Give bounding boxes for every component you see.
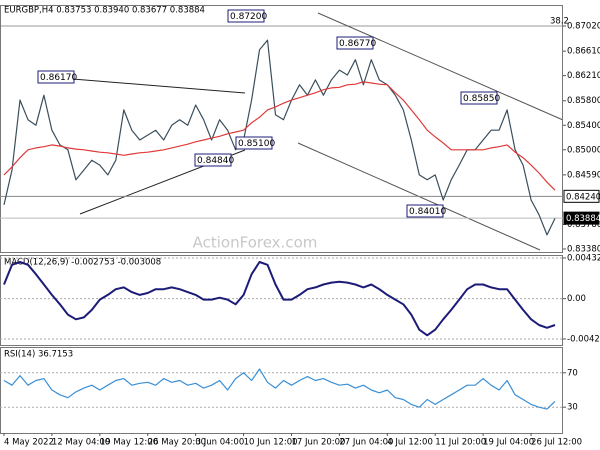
y-tick-label: 0.83380: [567, 244, 600, 254]
chart-title: MACD(12,26,9) -0.002753 -0.003008: [4, 258, 161, 268]
x-tick-label: 26 May 20:00: [148, 438, 206, 448]
x-tick-label: 12 May 04:00: [52, 438, 110, 448]
series-line: [3, 81, 556, 191]
x-tick-label: 17 Jun 20:00: [291, 438, 345, 448]
panel-frame: [0, 347, 563, 434]
level-label: 0.84240: [566, 192, 600, 202]
annotation: 0.84840: [197, 156, 234, 166]
annotation: 0.85100: [238, 139, 275, 149]
annotation-box: [336, 36, 374, 50]
series-line: [3, 261, 556, 337]
annotation-box: [227, 9, 265, 23]
channel-line: [317, 12, 564, 121]
y-tick-label: 0.84590: [567, 170, 600, 180]
level-label: 0.83884: [566, 214, 600, 224]
panel-frame: [0, 255, 563, 346]
panel-frame: [0, 5, 563, 253]
x-tick-label: 11 Jul 20:00: [435, 438, 486, 448]
fib-label: 38.2: [550, 17, 569, 27]
annotation-box: [460, 91, 498, 105]
annotation: 0.84010: [409, 207, 446, 217]
y-tick-label: 0.85000: [567, 145, 600, 155]
y-tick-label: 30: [567, 403, 578, 413]
x-tick-label: 26 Jul 12:00: [531, 438, 582, 448]
x-tick-label: 19 May 12:00: [100, 438, 158, 448]
annotation: 0.86770: [339, 39, 376, 49]
trend-line: [47, 76, 246, 94]
y-tick-label: 0.00: [567, 294, 586, 304]
annotations: 0.86170 0.87200 0.86770 0.85850 0.84840 …: [37, 9, 569, 218]
x-tick-label: 4 Jul 12:00: [387, 438, 433, 448]
annotation: 0.87200: [230, 12, 267, 22]
annotation: 0.85850: [463, 94, 500, 104]
y-tick-label: 0.83780: [567, 220, 600, 230]
level-box: [563, 189, 600, 203]
annotation-box: [406, 204, 444, 218]
x-tick-label: 3 Jun 04:00: [196, 438, 245, 448]
y-tick-label: 0.85800: [567, 96, 600, 106]
chart-title: RSI(14) 36.7153: [4, 350, 73, 360]
x-tick-label: 27 Jun 04:00: [339, 438, 393, 448]
y-tick-label: 0.85400: [567, 121, 600, 131]
y-tick-label: 0.87020: [567, 22, 600, 32]
annotation-box: [194, 153, 232, 167]
x-tick-label: 10 Jun 12:00: [244, 438, 298, 448]
y-tick-label: 0.86210: [567, 71, 600, 81]
y-tick-label: 70: [567, 368, 578, 378]
level-box: [563, 211, 600, 225]
x-tick-label: 19 Jul 04:00: [483, 438, 534, 448]
chart-title: EURGBP,H4 0.83753 0.83940 0.83677 0.8388…: [4, 6, 205, 16]
y-tick-label: 0.004325: [567, 253, 600, 263]
annotation: 0.86170: [40, 73, 77, 83]
y-tick-label: -0.004288: [567, 334, 600, 344]
series-line: [3, 39, 556, 236]
watermark: ActionForex.com: [193, 234, 318, 252]
series-line: [3, 368, 556, 410]
x-tick-label: 4 May 2022: [4, 438, 54, 448]
y-tick-label: 0.86610: [567, 47, 600, 57]
annotation-box: [37, 70, 75, 84]
annotation-box: [235, 136, 273, 150]
